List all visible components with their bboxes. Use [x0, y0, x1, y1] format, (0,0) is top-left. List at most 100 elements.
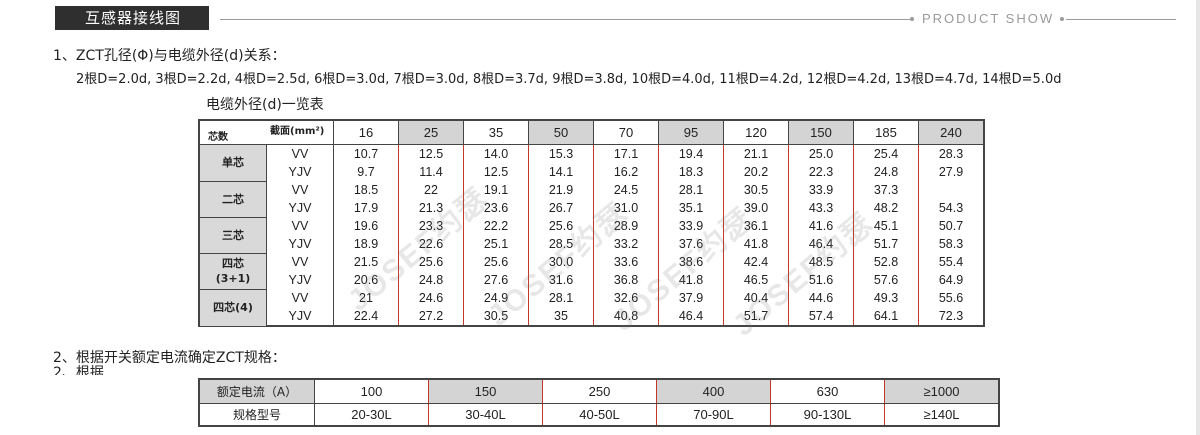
diameter-cell: 49.3: [853, 289, 919, 307]
diameter-cell: 16.2: [593, 163, 659, 181]
diameter-cell: 28.9: [593, 217, 659, 235]
diameter-cell: 36.8: [593, 271, 659, 289]
diameter-cell: 33.9: [658, 217, 724, 235]
diameter-cell: 51.7: [723, 307, 789, 327]
diameter-cell: 30.5: [463, 307, 529, 327]
diameter-cell: 25.6: [463, 253, 529, 271]
cable-type-label: YJV: [266, 163, 334, 181]
section2-heading-duplicate: 2、根据: [53, 365, 104, 375]
diameter-cell: 40.8: [593, 307, 659, 327]
cable-type-label: YJV: [266, 271, 334, 289]
diameter-cell: 31.0: [593, 199, 659, 217]
section-header-cell: 25: [398, 119, 464, 145]
rated-current-label: 额定电流（A）: [198, 378, 315, 404]
model-row: 规格型号 20-30L 30-40L 40-50L 70-90L 90-130L ≥140…: [198, 403, 1000, 427]
diameter-cell: 39.0: [723, 199, 789, 217]
diameter-cell: 23.6: [463, 199, 529, 217]
diameter-cell: 27.2: [398, 307, 464, 327]
diameter-cell: 57.4: [788, 307, 854, 327]
diameter-cell: 27.9: [918, 163, 985, 181]
diameter-cell: 52.8: [853, 253, 919, 271]
rated-current-cell: 630: [770, 378, 885, 404]
diameter-cell: 15.3: [528, 144, 594, 163]
cable-type-label: YJV: [266, 235, 334, 253]
diameter-cell: 19.4: [658, 144, 724, 163]
diameter-cell: 25.4: [853, 144, 919, 163]
section1-heading: 1、ZCT孔径(Φ)与电缆外径(d)关系：: [53, 48, 286, 64]
diameter-cell: 12.5: [463, 163, 529, 181]
aperture-relations-text: 2根D=2.0d, 3根D=2.2d, 4根D=2.5d, 6根D=3.0d, …: [76, 72, 1062, 87]
diameter-cell: 21.3: [398, 199, 464, 217]
section-header-cell: 150: [788, 119, 854, 145]
diameter-cell: 50.7: [918, 217, 985, 235]
diameter-cell: 30.0: [528, 253, 594, 271]
model-cell: 70-90L: [656, 403, 771, 427]
diameter-cell: 37.9: [658, 289, 724, 307]
product-show-label: PRODUCT SHOW: [922, 11, 1055, 26]
diameter-cell: 46.5: [723, 271, 789, 289]
cable-type-label: VV: [266, 253, 334, 271]
diameter-cell: 22.3: [788, 163, 854, 181]
header-dot-left: [910, 17, 914, 21]
diameter-cell: 28.5: [528, 235, 594, 253]
diameter-cell: 55.6: [918, 289, 985, 307]
page-edge-strip: [1196, 0, 1200, 435]
diameter-cell: 26.7: [528, 199, 594, 217]
header-dot-right: [1060, 17, 1064, 21]
table-corner-cell: 芯数 截面(mm²): [198, 119, 334, 145]
corner-core-label: 芯数: [208, 132, 228, 143]
diameter-cell: 24.9: [463, 289, 529, 307]
diameter-cell: 24.8: [398, 271, 464, 289]
core-type-label: 单芯: [198, 144, 267, 182]
section-header-cell: 50: [528, 119, 594, 145]
section-header-cell: 70: [593, 119, 659, 145]
diameter-cell: 64.9: [918, 271, 985, 289]
core-type-label: 二芯: [198, 181, 267, 218]
diameter-cell: 72.3: [918, 307, 985, 327]
diameter-cell: 41.6: [788, 217, 854, 235]
cable-table-title: 电缆外径(d)一览表: [206, 97, 324, 113]
diameter-cell: 33.6: [593, 253, 659, 271]
rated-current-cell: 250: [542, 378, 657, 404]
diameter-cell: 58.3: [918, 235, 985, 253]
section-header-cell: 185: [853, 119, 919, 145]
diameter-cell: 57.6: [853, 271, 919, 289]
core-type-label: 三芯: [198, 217, 267, 254]
diameter-cell: 21.9: [528, 181, 594, 199]
model-cell: 40-50L: [542, 403, 657, 427]
cable-data-row: 四芯 (3+1) VV 21.5 25.6 25.6 30.0 33.6 38.6 42.4 48…: [198, 253, 985, 290]
cable-type-label: YJV: [266, 199, 334, 217]
cable-data-row: 二芯 VV 18.5 22 19.1 21.9 24.5 28.1 30.5 33.9 37.3: [198, 181, 985, 218]
cable-type-label: VV: [266, 289, 334, 307]
diameter-cell: 9.7: [333, 163, 399, 181]
diameter-cell: 21: [333, 289, 399, 307]
cable-type-label: VV: [266, 181, 334, 199]
model-cell: 30-40L: [428, 403, 543, 427]
diameter-cell: 42.4: [723, 253, 789, 271]
diameter-cell: 20.2: [723, 163, 789, 181]
cable-data-row: 三芯 VV 19.6 23.3 22.2 25.6 28.9 33.9 36.1 41.6 45.1…: [198, 217, 985, 254]
diameter-cell: 12.5: [398, 144, 464, 163]
diameter-cell: 43.3: [788, 199, 854, 217]
diameter-cell: 48.5: [788, 253, 854, 271]
cable-table-header-row: 芯数 截面(mm²) 16 25 35 50 70 95 120 150 185 240: [198, 119, 985, 145]
diameter-cell: 35: [528, 307, 594, 327]
cable-data-row: 四芯(4) VV 21 24.6 24.9 28.1 32.6 37.9 40.4 44.6 49.…: [198, 289, 985, 327]
diameter-cell: 51.7: [853, 235, 919, 253]
diameter-cell: 22.6: [398, 235, 464, 253]
diameter-cell: 46.4: [658, 307, 724, 327]
rated-current-cell: 150: [428, 378, 543, 404]
diameter-cell: 19.6: [333, 217, 399, 235]
diameter-cell: 44.6: [788, 289, 854, 307]
section-header-cell: 120: [723, 119, 789, 145]
rated-current-cell: 100: [314, 378, 429, 404]
diameter-cell: 48.2: [853, 199, 919, 217]
cable-type-label: YJV: [266, 307, 334, 327]
cable-data-row: 单芯 VV 10.7 12.5 14.0 15.3 17.1 19.4 21.1 25.0 25.4…: [198, 144, 985, 182]
diameter-cell: 46.4: [788, 235, 854, 253]
header-divider-line-right: [1066, 19, 1176, 20]
section-title-tab: 互感器接线图: [55, 6, 210, 30]
diameter-cell: 32.6: [593, 289, 659, 307]
cable-data-row: YJV 18.9 22.6 25.1 28.5 33.2 37.6 41.8 46.4 51.7 5…: [199, 235, 985, 253]
cable-data-row: YJV 17.9 21.3 23.6 26.7 31.0 35.1 39.0 43.3 48.2 5…: [199, 199, 985, 217]
